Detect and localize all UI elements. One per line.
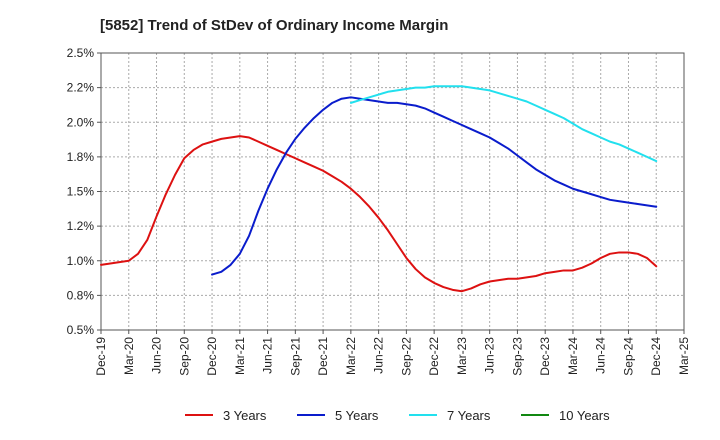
y-tick-label: 0.5% [67,323,95,337]
series-line-5-years [211,96,658,276]
x-tick-label: Dec-21 [316,337,330,376]
x-tick-label: Jun-23 [483,337,497,374]
legend-label: 5 Years [335,408,379,423]
x-tick-label: Mar-25 [677,337,691,375]
x-tick-label: Jun-21 [261,337,275,374]
y-tick-label: 1.8% [67,150,95,164]
x-tick-label: Sep-20 [177,337,191,376]
chart-title: [5852] Trend of StDev of Ordinary Income… [100,17,448,34]
series-line-3-years [100,135,658,293]
x-tick-label: Dec-22 [427,337,441,376]
x-tick-label: Sep-24 [621,337,635,376]
x-tick-label: Jun-20 [150,337,164,374]
x-tick-label: Sep-21 [288,337,302,376]
x-tick-label: Jun-22 [372,337,386,374]
series-layer [100,85,658,293]
x-tick-label: Mar-22 [344,337,358,375]
series-line-7-years [349,85,658,163]
x-tick-label: Dec-19 [94,337,108,376]
y-tick-label: 1.5% [67,185,95,199]
x-tick-label: Mar-24 [566,337,580,375]
y-tick-label: 2.2% [67,81,95,95]
legend: 3 Years 5 Years 7 Years 10 Years [185,408,610,423]
legend-label: 7 Years [447,408,491,423]
x-tick-label: Jun-24 [594,337,608,374]
x-tick-label: Mar-20 [122,337,136,375]
y-tick-label: 0.8% [67,288,95,302]
legend-label: 10 Years [559,408,610,423]
x-tick-label: Dec-23 [538,337,552,376]
plot-area [101,53,684,330]
y-tick-label: 2.0% [67,115,95,129]
x-tick-label: Dec-24 [649,337,663,376]
axes: 0.5% 0.8% 1.0% 1.2% 1.5% 1.8% 2.0% 2.2% 2.5% Dec-… [67,46,691,376]
legend-label: 3 Years [223,408,267,423]
x-tick-label: Sep-22 [399,337,413,376]
y-tick-label: 1.2% [67,219,95,233]
y-tick-label: 2.5% [67,46,95,60]
x-tick-label: Sep-23 [510,337,524,376]
x-tick-label: Mar-21 [233,337,247,375]
x-tick-label: Mar-23 [455,337,469,375]
y-tick-label: 1.0% [67,254,95,268]
x-tick-label: Dec-20 [205,337,219,376]
